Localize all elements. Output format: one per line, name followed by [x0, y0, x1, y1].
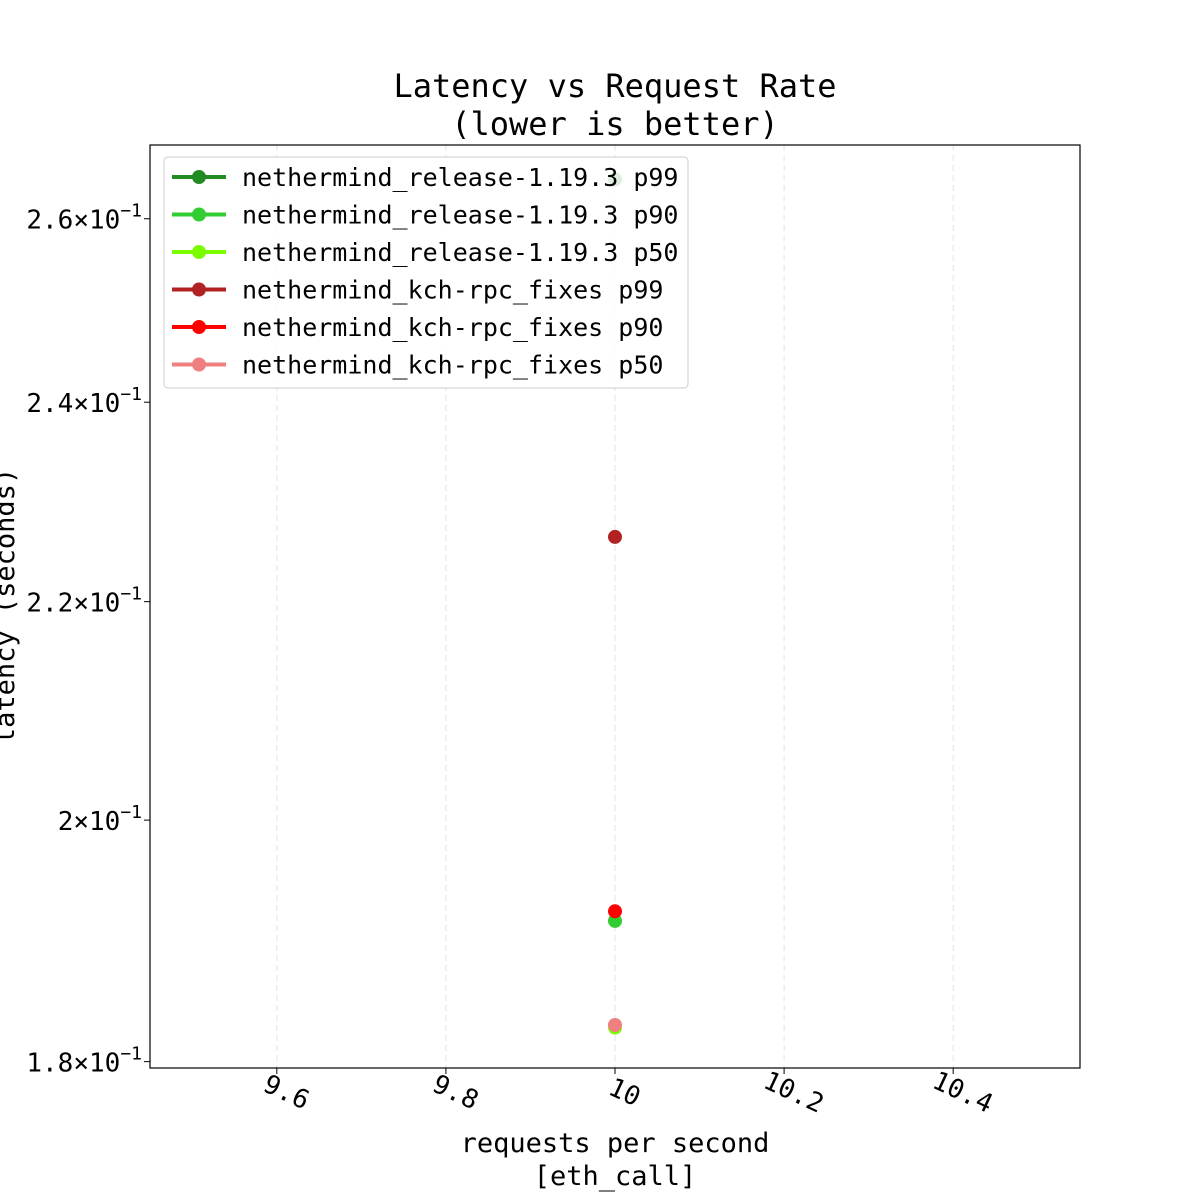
- y-tick-times-ten: ×10: [73, 589, 120, 619]
- legend-entry-label: nethermind_release-1.19.3 p99: [242, 163, 679, 192]
- legend-box: [163, 156, 689, 389]
- y-tick-times-ten: ×10: [73, 206, 120, 236]
- y-tick-label: 2×10−1: [58, 802, 142, 837]
- chart-title-line-2: (lower is better): [451, 105, 779, 143]
- y-tick-exponent: −1: [120, 1044, 142, 1065]
- legend-entry-label: nethermind_release-1.19.3 p90: [242, 201, 679, 230]
- y-tick-exponent: −1: [120, 201, 142, 222]
- y-tick-label: 2.6×10−1: [26, 201, 142, 236]
- y-tick-exponent: −1: [120, 802, 142, 823]
- y-tick-times-ten: ×10: [73, 807, 120, 837]
- y-axis-label: latency (seconds): [0, 468, 21, 744]
- y-tick-times-ten: ×10: [73, 1049, 120, 1079]
- x-axis-label-line-1: requests per second: [461, 1128, 770, 1159]
- y-tick-label: 2.2×10−1: [26, 584, 142, 619]
- chart-title-line-1: Latency vs Request Rate: [393, 67, 836, 105]
- y-tick-label: 1.8×10−1: [26, 1044, 142, 1079]
- y-tick-mantissa: 1.8: [26, 1049, 73, 1079]
- legend-entry-label: nethermind_release-1.19.3 p50: [242, 238, 679, 267]
- y-tick-mantissa: 2.6: [26, 206, 73, 236]
- legend: nethermind_release-1.19.3 p99 nethermind_…: [163, 156, 689, 389]
- legend-swatch-marker: [192, 170, 206, 184]
- y-tick-exponent: −1: [120, 584, 142, 605]
- y-tick-exponent: −1: [120, 384, 142, 405]
- data-point-series-6: [608, 1017, 622, 1032]
- legend-swatch-marker: [192, 245, 206, 259]
- legend-swatch-marker: [192, 282, 206, 297]
- y-tick-mantissa: 2.2: [26, 589, 73, 619]
- y-tick-times-ten: ×10: [73, 389, 120, 419]
- data-point-series-5: [608, 904, 622, 919]
- legend-entry-label: nethermind_kch-rpc_fixes p90: [242, 313, 663, 342]
- y-tick-mantissa: 2: [58, 807, 74, 837]
- legend-entry-label: nethermind_kch-rpc_fixes p50: [242, 351, 663, 380]
- x-axis-label-line-2: [eth_call]: [534, 1161, 697, 1192]
- y-tick-label: 2.4×10−1: [26, 384, 142, 419]
- legend-entry-label: nethermind_kch-rpc_fixes p99: [242, 276, 663, 305]
- y-axis-ticks: 1.8×10−12×10−12.2×10−12.4×10−12.6×10−1: [26, 201, 150, 1079]
- legend-swatch-marker: [192, 357, 206, 372]
- legend-swatch-marker: [192, 207, 206, 222]
- legend-swatch-marker: [192, 320, 206, 334]
- y-tick-mantissa: 2.4: [26, 389, 73, 419]
- data-point-series-4: [608, 529, 622, 544]
